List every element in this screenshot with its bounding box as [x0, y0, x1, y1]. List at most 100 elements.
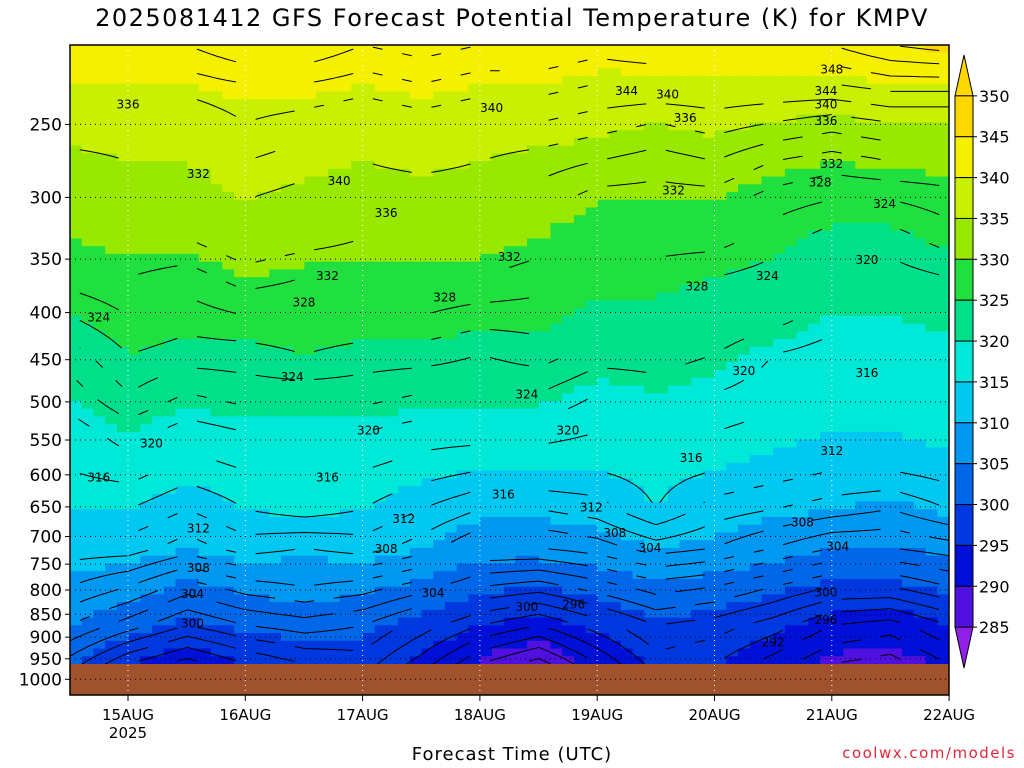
- theta-fill-cell: [820, 307, 833, 316]
- theta-fill-cell: [820, 253, 833, 262]
- theta-fill-cell: [468, 361, 481, 370]
- theta-fill-cell: [140, 462, 153, 471]
- theta-fill-cell: [316, 609, 329, 618]
- theta-fill-cell: [316, 508, 329, 517]
- theta-fill-cell: [714, 578, 727, 587]
- theta-fill-cell: [644, 647, 657, 657]
- theta-fill-cell: [527, 469, 540, 479]
- theta-fill-cell: [234, 152, 247, 162]
- theta-fill-cell: [316, 315, 329, 324]
- theta-fill-cell: [163, 616, 177, 626]
- theta-fill-cell: [609, 315, 622, 324]
- theta-fill-cell: [913, 206, 927, 216]
- theta-fill-cell: [163, 144, 177, 154]
- theta-fill-cell: [81, 500, 95, 510]
- theta-fill-cell: [421, 392, 434, 401]
- theta-fill-cell: [222, 168, 235, 177]
- theta-fill-cell: [316, 253, 329, 262]
- theta-fill-cell: [445, 601, 458, 610]
- theta-fill-cell: [585, 562, 598, 572]
- theta-fill-cell: [679, 268, 692, 278]
- theta-fill-cell: [866, 230, 880, 239]
- theta-fill-cell: [374, 299, 388, 309]
- theta-fill-cell: [820, 431, 833, 440]
- theta-fill-cell: [573, 524, 587, 533]
- theta-fill-cell: [433, 624, 446, 634]
- theta-fill-cell: [163, 199, 177, 208]
- theta-fill-cell: [468, 268, 481, 278]
- theta-fill-cell: [128, 160, 141, 169]
- theta-fill-cell: [163, 330, 177, 340]
- theta-fill-cell: [878, 570, 891, 579]
- theta-fill-cell: [550, 493, 563, 502]
- theta-fill-cell: [93, 655, 106, 664]
- theta-fill-cell: [81, 493, 95, 502]
- theta-fill-cell: [843, 392, 856, 401]
- theta-fill-cell: [152, 292, 165, 301]
- theta-fill-cell: [433, 183, 446, 193]
- theta-fill-cell: [820, 237, 833, 247]
- theta-fill-cell: [820, 276, 833, 285]
- theta-fill-cell: [726, 276, 739, 285]
- theta-fill-cell: [691, 268, 704, 278]
- theta-fill-cell: [70, 369, 83, 378]
- theta-fill-cell: [738, 175, 751, 185]
- theta-fill-cell: [538, 206, 552, 216]
- theta-fill-cell: [491, 353, 505, 363]
- theta-fill-cell: [808, 408, 821, 417]
- theta-fill-cell: [808, 609, 821, 618]
- theta-fill-cell: [445, 593, 458, 603]
- theta-fill-cell: [234, 640, 247, 649]
- theta-fill-cell: [175, 578, 188, 587]
- theta-fill-cell: [468, 284, 481, 293]
- theta-fill-cell: [234, 253, 247, 262]
- theta-fill-cell: [726, 508, 739, 517]
- theta-fill-cell: [187, 570, 200, 579]
- theta-fill-cell: [292, 121, 305, 131]
- theta-fill-cell: [468, 601, 481, 610]
- theta-fill-cell: [433, 446, 446, 456]
- theta-fill-cell: [679, 431, 692, 440]
- theta-fill-cell: [843, 160, 856, 169]
- theta-fill-cell: [316, 555, 329, 564]
- theta-fill-cell: [550, 640, 563, 649]
- theta-fill-cell: [491, 214, 505, 223]
- theta-fill-cell: [738, 276, 751, 285]
- theta-fill-cell: [292, 586, 305, 595]
- theta-fill-cell: [656, 191, 669, 200]
- theta-fill-cell: [187, 384, 200, 394]
- theta-fill-cell: [831, 415, 845, 425]
- theta-fill-cell: [234, 183, 247, 193]
- theta-fill-cell: [855, 400, 868, 409]
- theta-fill-cell: [550, 454, 563, 463]
- theta-fill-cell: [632, 477, 645, 487]
- theta-fill-cell: [515, 570, 528, 579]
- theta-fill-cell: [890, 570, 903, 579]
- theta-fill-cell: [175, 121, 188, 131]
- theta-fill-cell: [363, 206, 376, 216]
- theta-fill-cell: [234, 361, 247, 370]
- theta-fill-cell: [632, 307, 645, 316]
- theta-fill-cell: [843, 346, 856, 355]
- theta-fill-cell: [269, 508, 282, 517]
- theta-fill-cell: [890, 431, 903, 440]
- theta-fill-cell: [573, 578, 587, 587]
- theta-fill-cell: [538, 446, 552, 456]
- theta-fill-cell: [140, 392, 153, 401]
- theta-fill-cell: [327, 129, 341, 138]
- theta-fill-cell: [691, 578, 704, 587]
- theta-fill-cell: [491, 524, 505, 533]
- theta-fill-cell: [187, 524, 200, 533]
- theta-fill-cell: [749, 307, 763, 316]
- theta-fill-cell: [632, 191, 645, 200]
- theta-fill-cell: [105, 586, 118, 595]
- theta-fill-cell: [198, 330, 212, 340]
- theta-fill-cell: [163, 299, 177, 309]
- theta-fill-cell: [292, 508, 305, 517]
- theta-fill-cell: [585, 640, 598, 649]
- theta-fill-cell: [667, 276, 681, 285]
- theta-fill-cell: [609, 462, 622, 471]
- theta-fill-cell: [93, 276, 106, 285]
- theta-fill-cell: [562, 578, 575, 587]
- theta-fill-cell: [679, 593, 692, 603]
